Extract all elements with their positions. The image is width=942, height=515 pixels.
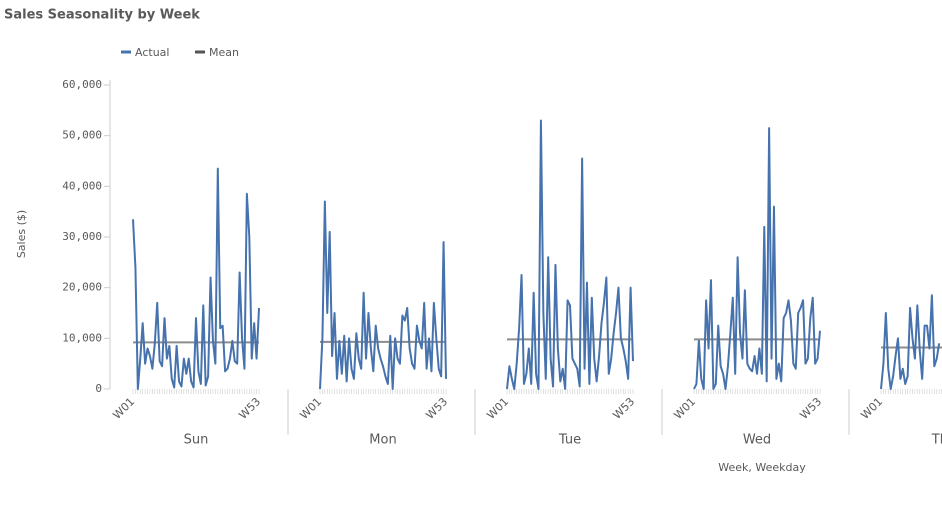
week-label: W01 bbox=[858, 395, 885, 422]
week-label: W53 bbox=[236, 395, 263, 422]
week-label: W53 bbox=[610, 395, 637, 422]
y-tick-label: 30,000 bbox=[62, 230, 102, 243]
y-tick-label: 40,000 bbox=[62, 179, 102, 192]
weekday-label: Mon bbox=[369, 433, 396, 448]
weekday-label: Thu bbox=[931, 433, 942, 448]
week-label: W01 bbox=[297, 395, 324, 422]
weekday-label: Sun bbox=[184, 433, 209, 448]
week-label: W01 bbox=[671, 395, 698, 422]
weekday-label: Wed bbox=[743, 433, 771, 448]
y-tick-label: 10,000 bbox=[62, 331, 102, 344]
week-label: W01 bbox=[484, 395, 511, 422]
y-tick-label: 50,000 bbox=[62, 129, 102, 142]
actual-line bbox=[693, 127, 821, 390]
week-label: W01 bbox=[110, 395, 137, 422]
week-label: W53 bbox=[797, 395, 824, 422]
y-tick-label: 60,000 bbox=[62, 78, 102, 91]
y-axis-label: Sales ($) bbox=[15, 210, 28, 258]
actual-line bbox=[880, 294, 941, 390]
y-tick-label: 20,000 bbox=[62, 281, 102, 294]
legend-label: Actual bbox=[135, 46, 169, 59]
actual-line bbox=[319, 200, 447, 390]
weekday-label: Tue bbox=[558, 433, 581, 448]
legend-label: Mean bbox=[209, 46, 239, 59]
actual-line bbox=[506, 119, 634, 390]
chart-title: Sales Seasonality by Week bbox=[4, 8, 200, 23]
y-tick-label: 0 bbox=[95, 382, 102, 395]
x-axis-label: Week, Weekday bbox=[718, 461, 806, 474]
actual-line bbox=[132, 167, 260, 390]
week-label: W53 bbox=[423, 395, 450, 422]
